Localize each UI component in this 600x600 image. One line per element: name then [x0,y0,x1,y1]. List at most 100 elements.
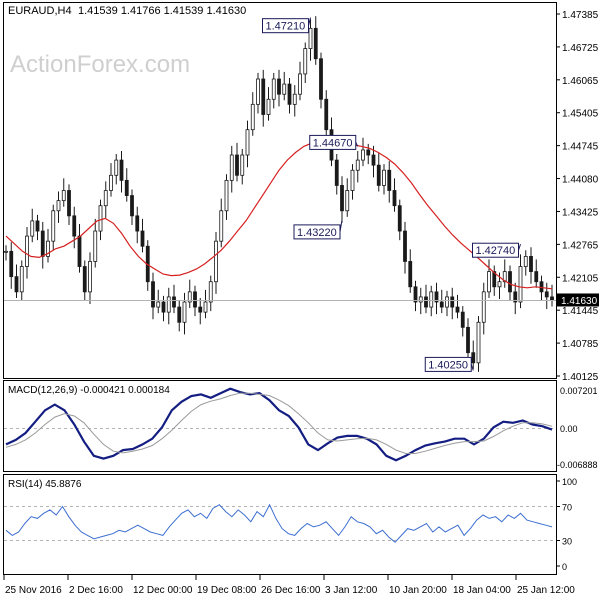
rsi-tick-label: 70 [562,503,572,513]
x-tick-label: 25 Jan 12:00 [517,585,575,596]
macd-title: MACD(12,26,9) -0.000421 0.000184 [8,385,170,396]
price-candle-body [513,291,518,303]
x-tick-label: 2 Dec 16:00 [69,585,123,596]
price-candle-body [324,98,329,131]
x-tick-label: 18 Jan 04:00 [453,585,511,596]
price-candle-body [313,27,318,60]
price-annotations: 1.47210 1.44670 1.43220 1.42740 1.40250 [262,17,521,372]
price-tick-label: 1.41445 [562,306,599,317]
price-tick-label: 1.47385 [562,10,599,21]
price-candle-body [266,98,271,115]
price-candle-body [271,78,276,100]
price-tick-label: 1.46725 [562,43,599,54]
price-candle-body [476,321,481,364]
signal-line [5,392,553,454]
price-candle-body [403,230,407,262]
price-candle-body [508,271,512,293]
price-candle-body [502,271,507,283]
price-panel-frame [3,2,557,379]
rsi-tick-label: 100 [562,477,577,487]
price-candle-body [392,190,397,207]
rsi-layer [5,503,553,543]
price-candle-body [135,215,140,232]
price-candle-body [35,220,40,232]
price-tick-label: 1.45405 [562,109,599,120]
price-candles [4,16,554,372]
rsi-y-axis: 100 70 30 0 [556,477,577,572]
price-candle-body [518,266,523,303]
current-price-marker [557,293,599,307]
price-candle-body [534,271,539,283]
price-tick-label: 1.42105 [562,273,599,284]
price-candle-body [187,291,192,303]
price-tick-label: 1.44080 [562,175,599,186]
price-candle-body [82,266,87,293]
price-candle-body [387,169,392,191]
price-candle-body [382,169,386,186]
price-candle-body [460,311,465,328]
price-candle-body [361,149,365,161]
price-candle-body [497,281,502,288]
macd-tick-zero: 0.00 [560,424,578,434]
price-candle-body [40,230,45,257]
price-candle-body [245,129,250,156]
price-candle-body [67,190,71,217]
price-candle-body [350,169,355,191]
price-candle-body [544,291,549,298]
price-candle-body [208,281,213,303]
price-candle-body [424,296,428,308]
price-candle-body [77,235,82,267]
symbol-label: EURAUD,H4 [8,5,72,17]
price-candle-body [408,261,413,288]
annotation-label: 1.47210 [266,21,306,33]
price-candle-body [345,190,350,212]
annotation-leader [355,142,359,147]
annotation-label: 1.44670 [313,137,353,149]
price-candle-body [46,240,50,257]
moving-average-layer [5,136,553,290]
annotation-leader [470,364,474,371]
price-candle-body [103,190,108,207]
price-candle-body [319,58,323,100]
price-candle-body [340,185,344,212]
price-candle-body [4,250,8,253]
price-tick-label: 1.40125 [562,372,599,383]
price-candle-body [93,230,98,262]
price-candle-body [229,154,234,181]
x-tick-label: 19 Dec 08:00 [197,585,257,596]
price-candle-body [235,154,239,176]
macd-tick-bottom: -0.006888 [557,460,598,470]
price-candle-body [550,296,554,301]
price-candle-body [466,326,470,354]
price-candle-body [177,306,182,323]
price-candle-body [450,296,455,308]
price-candle-body [166,296,171,313]
price-candle-body [371,154,376,166]
ohlc-label: 1.41539 1.41766 1.41539 1.41630 [78,5,246,17]
price-candle-body [114,159,119,176]
price-candle-body [397,205,402,232]
current-price-label: 1.41630 [561,296,598,307]
price-candle-body [355,159,360,171]
price-candle-body [287,83,292,105]
x-tick-label: 12 Dec 00:00 [133,585,193,596]
macd-layer [5,387,553,462]
annotation-label: 1.42740 [476,245,516,257]
price-candle-body [224,179,229,212]
macd-tick-top: 0.007201 [560,386,598,396]
rsi-tick-label: 0 [562,562,567,572]
price-tick-label: 1.43425 [562,207,599,218]
x-tick-label: 25 Nov 2016 [5,585,62,596]
price-candle-body [98,205,103,232]
price-candle-body [124,179,129,196]
price-candle-body [298,73,302,95]
rsi-line [5,503,553,543]
price-candle-body [539,281,544,293]
price-tick-label: 1.42765 [562,240,599,251]
price-candle-body [140,230,145,247]
price-candle-body [30,220,35,237]
price-y-axis: 1.47385 1.46725 1.46065 1.45405 1.44745 1.440… [556,10,599,383]
annotation-leader [339,219,343,232]
price-candle-body [61,190,66,202]
